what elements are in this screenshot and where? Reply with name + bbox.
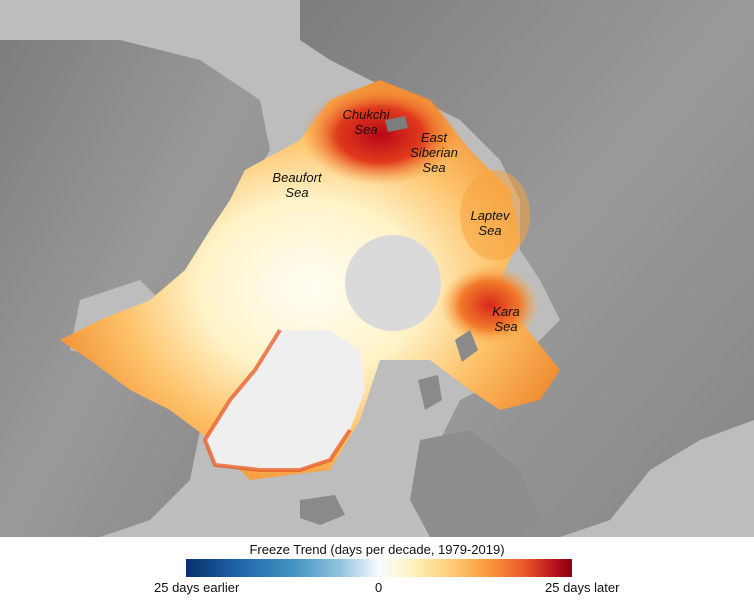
chukchi-hotspot [302,85,458,185]
kara-sea-label: Kara Sea [492,304,520,334]
svalbard [418,375,442,410]
color-legend: Freeze Trend (days per decade, 1979-2019… [0,537,754,600]
laptev-band [460,170,530,260]
pole-data-gap [345,235,441,331]
map-graphic [0,0,754,537]
freeze-trend-area [60,80,560,480]
greenland-coast-trend [202,328,352,472]
chukchi-sea-label: Chukchi Sea [342,107,390,137]
scandinavia-landmass [410,430,540,537]
wrangel-island [385,116,408,132]
beaufort-sea-label: Beaufort Sea [272,170,322,200]
iceland [300,495,345,525]
legend-title: Freeze Trend (days per decade, 1979-2019… [249,542,505,557]
legend-color-bar [186,559,572,577]
east-siberian-sea-label: East Siberian Sea [410,130,458,175]
legend-center-label: 0 [375,580,383,595]
novaya-zemlya [455,330,478,362]
greenland [205,330,365,470]
legend-left-label: 25 days earlier [154,580,240,595]
legend-right-label: 25 days later [545,580,620,595]
laptev-sea-label: Laptev Sea [470,208,510,238]
arctic-map: Chukchi Sea East Siberian Sea Beaufort S… [0,0,754,537]
kara-hotspot [440,265,540,345]
eurasia-landmass [300,0,754,537]
